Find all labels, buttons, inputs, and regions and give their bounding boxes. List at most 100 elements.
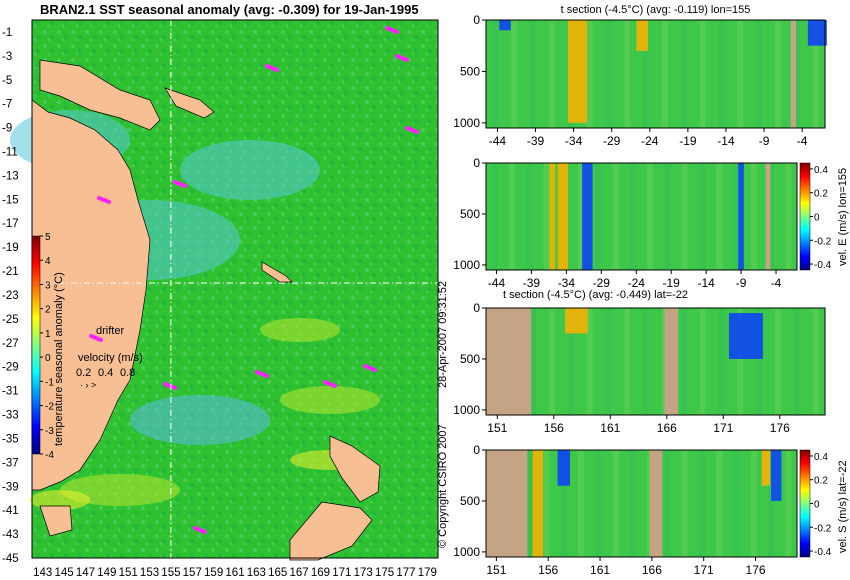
lon-tick-label: 165 [268, 567, 287, 579]
colorbar-tick-label: -3 [45, 426, 54, 437]
lon-tick-label: 173 [354, 567, 373, 579]
section-stripe [643, 308, 650, 415]
section-stripe [492, 20, 499, 128]
lat-tick-label: -39 [2, 481, 19, 493]
section-stripe [733, 450, 740, 557]
section-land [664, 308, 679, 415]
drifter-tracks [89, 26, 419, 534]
lon-tick-label: 175 [375, 567, 394, 579]
velocity-colorbar-tick-label: 0.2 [814, 476, 828, 487]
y-tick-label: 1000 [453, 403, 480, 417]
velocity-colorbar-tick-label: 0 [814, 500, 820, 511]
x-tick-label: 161 [600, 421, 620, 435]
section-stripe [716, 163, 723, 270]
colorbar-tick-label: 5 [45, 232, 51, 243]
lon-tick-label: 157 [183, 567, 202, 579]
x-tick-label: -4 [797, 134, 808, 148]
section-stripe [699, 20, 706, 128]
velocity-scale: 0.2 0.4 0.8 · › > [76, 367, 135, 390]
section-stripe [548, 20, 555, 128]
lat-tick-label: -43 [2, 529, 19, 541]
timestamp: 28-Apr-2007 09:31:52 [437, 281, 449, 388]
x-tick-label: 166 [657, 421, 677, 435]
land-new-zealand-south [289, 501, 373, 561]
lat-tick-label: -5 [2, 75, 12, 87]
colorbar-tick-label: 4 [45, 256, 51, 267]
velocity-scale-3: 0.8 [120, 367, 135, 379]
x-tick-label: -34 [565, 134, 583, 148]
colorbar-ticks: 5 4 3 2 1 0 -1 -2 -3 -4 [40, 232, 54, 461]
section-stripe [624, 308, 631, 415]
section-title: t section (-4.5°C) (avg: -0.119) lon=155 [561, 4, 751, 16]
section-frame [485, 307, 826, 416]
section-land [765, 163, 771, 270]
section-stripe [718, 308, 725, 415]
x-tick-label: -24 [628, 276, 646, 290]
cold-anomaly [499, 20, 511, 31]
section-panel-2: -44 -39 -34 -29 -24 -19 -14 -9 -4 0 500 1000 0.4 0.2 0… [453, 156, 849, 290]
section-stripe [511, 20, 518, 128]
section-stripe [699, 308, 706, 415]
drifter-track [255, 370, 269, 378]
lon-tick-label: 153 [140, 567, 159, 579]
x-tick-label: -34 [558, 276, 576, 290]
section-frame [485, 449, 798, 558]
velocity-colorbar-tick-label: 0.2 [814, 189, 828, 200]
section-stripe [629, 450, 636, 557]
x-tick-label: -44 [489, 134, 507, 148]
land-new-zealand-north [329, 435, 381, 503]
section-stripe [664, 450, 671, 557]
lon-tick-label: 167 [290, 567, 309, 579]
land-tasmania [39, 505, 73, 537]
colorbar-tick-label: 2 [45, 305, 51, 316]
velocity-colorbar [799, 162, 811, 271]
section-stripe [526, 163, 533, 270]
warm-anomaly [532, 450, 544, 557]
lon-tick-label: 151 [119, 567, 138, 579]
section-field [486, 308, 825, 415]
lat-tick-label: -45 [2, 553, 19, 565]
section-stripe [737, 308, 744, 415]
x-tick-label: 151 [486, 563, 506, 577]
section-stripe [586, 20, 593, 128]
section-stripe [664, 163, 671, 270]
velocity-colorbar-tick-label: -0.4 [814, 260, 832, 271]
section-stripe [491, 163, 498, 270]
cold-anomaly [582, 163, 593, 270]
section-frame [485, 162, 798, 271]
velocity-colorbar-tick-label: 0 [814, 213, 820, 224]
colorbar-tick-label: -1 [45, 377, 54, 388]
section-stripe [578, 450, 585, 557]
section-land [649, 450, 663, 557]
section-stripe [548, 308, 555, 415]
lon-tick-label: 171 [332, 567, 351, 579]
x-tick-label: -4 [771, 276, 782, 290]
section-stripe [661, 20, 668, 128]
section-panels: t section (-4.5°C) (avg: -0.119) lon=155… [453, 4, 849, 577]
lon-tick-label: 143 [33, 567, 52, 579]
lon-tick-label: 163 [247, 567, 266, 579]
land-new-caledonia [261, 261, 293, 283]
velocity-arrows: · › > [80, 380, 96, 390]
warm-anomaly [761, 450, 771, 486]
section-stripe [698, 450, 705, 557]
x-tick-label: 171 [694, 563, 714, 577]
x-tick-label: -9 [759, 134, 770, 148]
section-field [486, 20, 825, 128]
lat-tick-label: -3 [2, 51, 12, 63]
colorbar-tick-label: -4 [45, 450, 54, 461]
x-tick-label: -19 [663, 276, 681, 290]
lat-tick-label: -13 [2, 170, 19, 182]
x-tick-label: -39 [523, 276, 541, 290]
section-panel-1: t section (-4.5°C) (avg: -0.119) lon=155… [453, 4, 827, 148]
velocity-colorbar-tick-label: 0.4 [814, 452, 828, 463]
drifter-track [97, 196, 111, 204]
section-stripe [560, 450, 567, 557]
section-stripe [793, 308, 800, 415]
section-land [790, 20, 797, 128]
section-stripe [530, 20, 537, 128]
velocity-colorbar-tick-label: -0.2 [814, 236, 832, 247]
section-stripe [530, 308, 537, 415]
y-tick-label: 500 [460, 64, 480, 78]
